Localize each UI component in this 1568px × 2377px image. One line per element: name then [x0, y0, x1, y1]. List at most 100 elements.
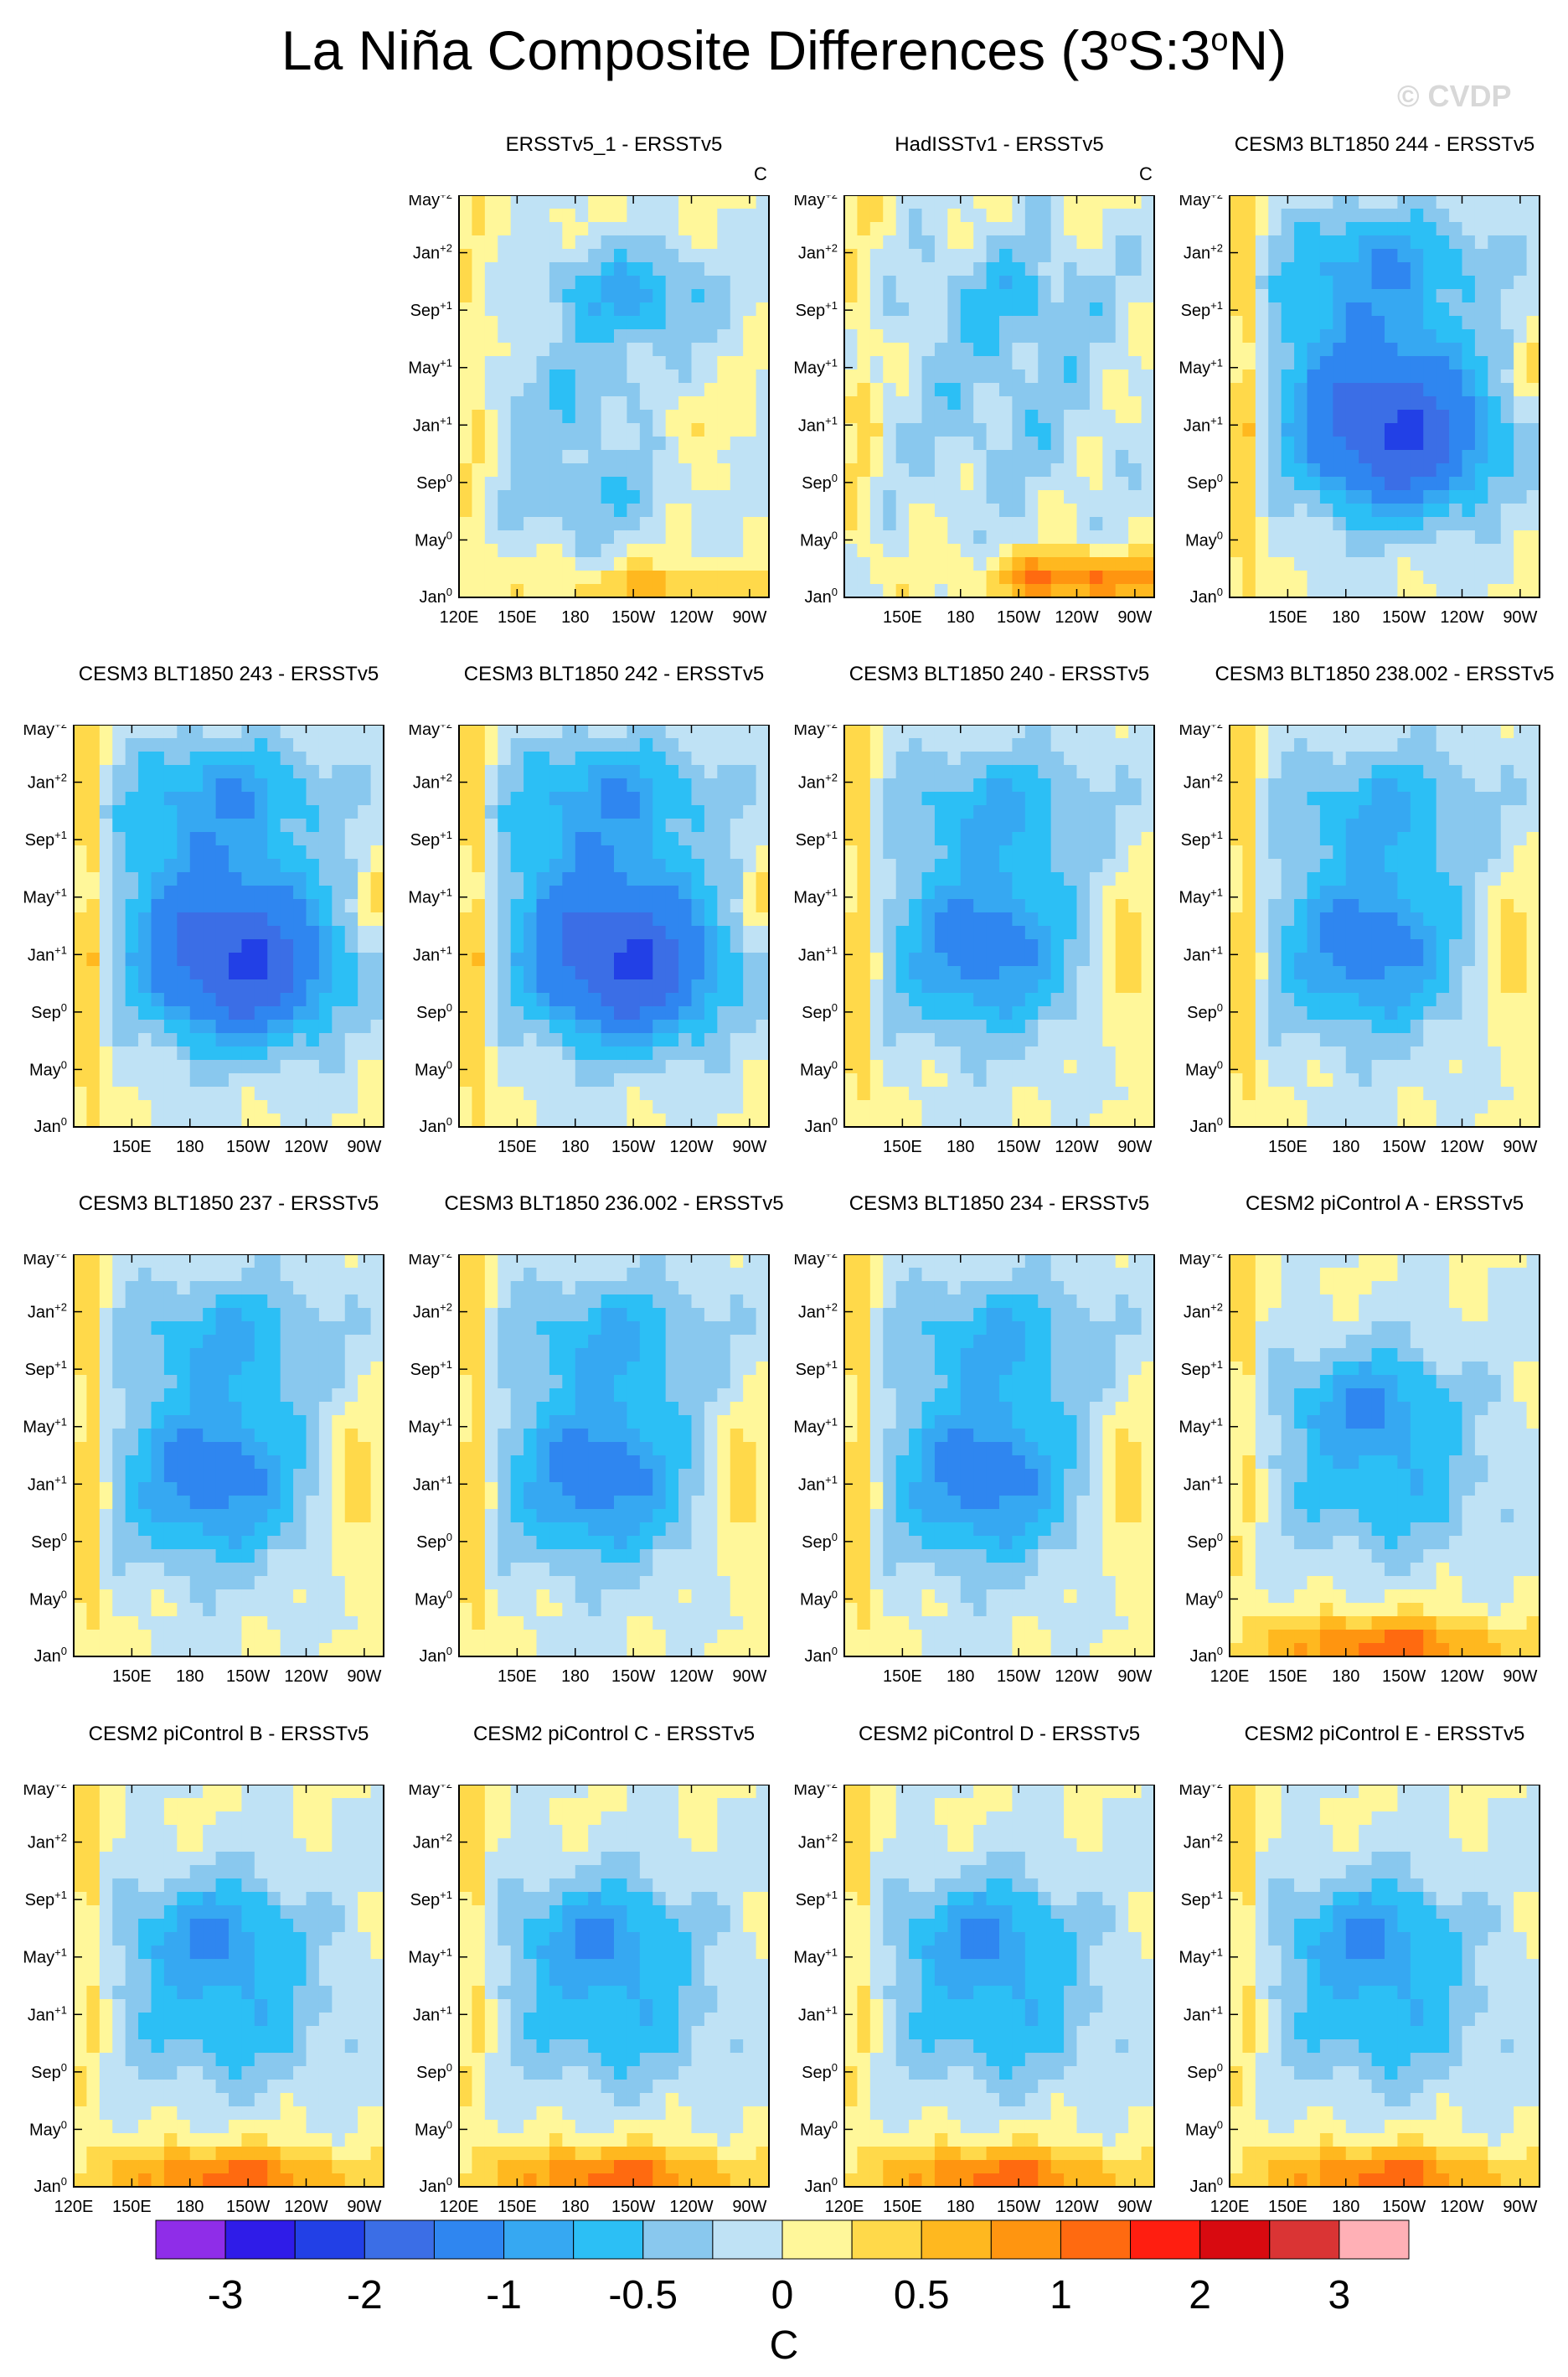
heatmap-cell [549, 1033, 563, 1047]
heatmap-cell [1474, 316, 1488, 330]
heatmap-cell [1359, 316, 1373, 330]
heatmap-cell [562, 1060, 576, 1074]
x-tick-label: 120W [1055, 608, 1098, 627]
heatmap-cell [1345, 195, 1359, 209]
heatmap-cell [639, 832, 653, 846]
heatmap-cell [1115, 584, 1129, 598]
heatmap-cell [472, 966, 486, 980]
heatmap-cell [1268, 329, 1282, 344]
heatmap-cell [1319, 886, 1333, 900]
heatmap-cell [691, 262, 705, 276]
heatmap-cell [1089, 725, 1103, 739]
heatmap-cell [254, 1060, 268, 1074]
heatmap-cell [1064, 805, 1078, 819]
heatmap-cell [1038, 738, 1052, 752]
heatmap-cell [1436, 571, 1450, 585]
heatmap-cell [1410, 939, 1424, 953]
heatmap-cell [704, 316, 718, 330]
heatmap-cell [1230, 249, 1244, 263]
heatmap-cell [459, 926, 473, 940]
heatmap-cell [652, 912, 667, 927]
heatmap-cell [344, 1087, 358, 1101]
heatmap-cell [665, 792, 679, 806]
heatmap-cell [999, 872, 1014, 886]
heatmap-cell [986, 235, 1000, 250]
heatmap-cell [691, 504, 705, 518]
heatmap-cell [743, 1100, 757, 1114]
heatmap-cell [1089, 1033, 1103, 1047]
heatmap-cell [1385, 289, 1399, 303]
heatmap-cell [1128, 966, 1142, 980]
heatmap-cell [857, 805, 871, 819]
heatmap-cell [1050, 886, 1065, 900]
heatmap-cell [562, 1114, 576, 1128]
heatmap-cell [215, 1046, 230, 1061]
heatmap-cell [86, 886, 101, 900]
heatmap-cell [306, 1114, 320, 1128]
heatmap-cell [293, 1046, 307, 1061]
heatmap-cell [857, 939, 871, 953]
heatmap-cell [1050, 765, 1065, 779]
heatmap-cell [1307, 490, 1321, 504]
panel-title: CESM3 BLT1850 243 - ERSSTv5 [78, 663, 379, 685]
heatmap-cell [627, 209, 641, 223]
heatmap-cell [1410, 725, 1424, 739]
heatmap-cell [1307, 396, 1321, 411]
heatmap-cell [639, 383, 653, 397]
heatmap-cell [1436, 504, 1450, 518]
heatmap-cell [960, 966, 974, 980]
heatmap-cell [267, 832, 281, 846]
heatmap-cell [921, 1060, 936, 1074]
heatmap-cell [1141, 235, 1155, 250]
heatmap-cell [1462, 316, 1476, 330]
heatmap-cell [1410, 396, 1424, 411]
heatmap-cell [1128, 926, 1142, 940]
heatmap-cell [1345, 477, 1359, 491]
heatmap-cell [895, 571, 910, 585]
heatmap-cell [1089, 410, 1103, 424]
heatmap-cell [1385, 912, 1399, 927]
heatmap-cell [138, 845, 152, 860]
heatmap-cell [484, 765, 498, 779]
heatmap-cell [973, 979, 988, 994]
heatmap-cell [960, 1114, 974, 1128]
heatmap-cell [704, 477, 718, 491]
heatmap-cell [510, 966, 524, 980]
heatmap-cell [344, 1006, 358, 1021]
heatmap-cell [99, 1046, 113, 1061]
heatmap-cell [973, 1020, 988, 1034]
heatmap-cell [203, 953, 217, 967]
heatmap-cell [1064, 235, 1078, 250]
heatmap-cell [717, 209, 731, 223]
heatmap-cell [934, 966, 948, 980]
heatmap-cell [151, 912, 165, 927]
heatmap-cell [203, 778, 217, 793]
heatmap-cell [1526, 912, 1540, 927]
heatmap-cell [562, 504, 576, 518]
heatmap-cell [1268, 899, 1282, 913]
heatmap-cell [895, 235, 910, 250]
heatmap-cell [1371, 410, 1385, 424]
heatmap-cell [588, 316, 602, 330]
heatmap-cell [1449, 859, 1463, 873]
heatmap-cell [280, 845, 294, 860]
heatmap-cell [844, 383, 859, 397]
heatmap-cell [1345, 872, 1359, 886]
heatmap-cell [549, 383, 563, 397]
heatmap-cell [909, 832, 923, 846]
heatmap-cell [1255, 979, 1269, 994]
heatmap-cell [1345, 423, 1359, 437]
heatmap-cell [1141, 738, 1155, 752]
heatmap-cell [459, 819, 473, 833]
heatmap-cell [1307, 276, 1321, 290]
heatmap-cell [883, 979, 897, 994]
heatmap-cell [895, 886, 910, 900]
heatmap-cell [459, 329, 473, 344]
heatmap-cell [999, 356, 1014, 370]
heatmap-cell [1397, 544, 1411, 558]
heatmap-cell [536, 1087, 550, 1101]
heatmap-cell [999, 845, 1014, 860]
heatmap-cell [112, 738, 126, 752]
heatmap-cell [203, 1006, 217, 1021]
heatmap-cell [1050, 544, 1065, 558]
